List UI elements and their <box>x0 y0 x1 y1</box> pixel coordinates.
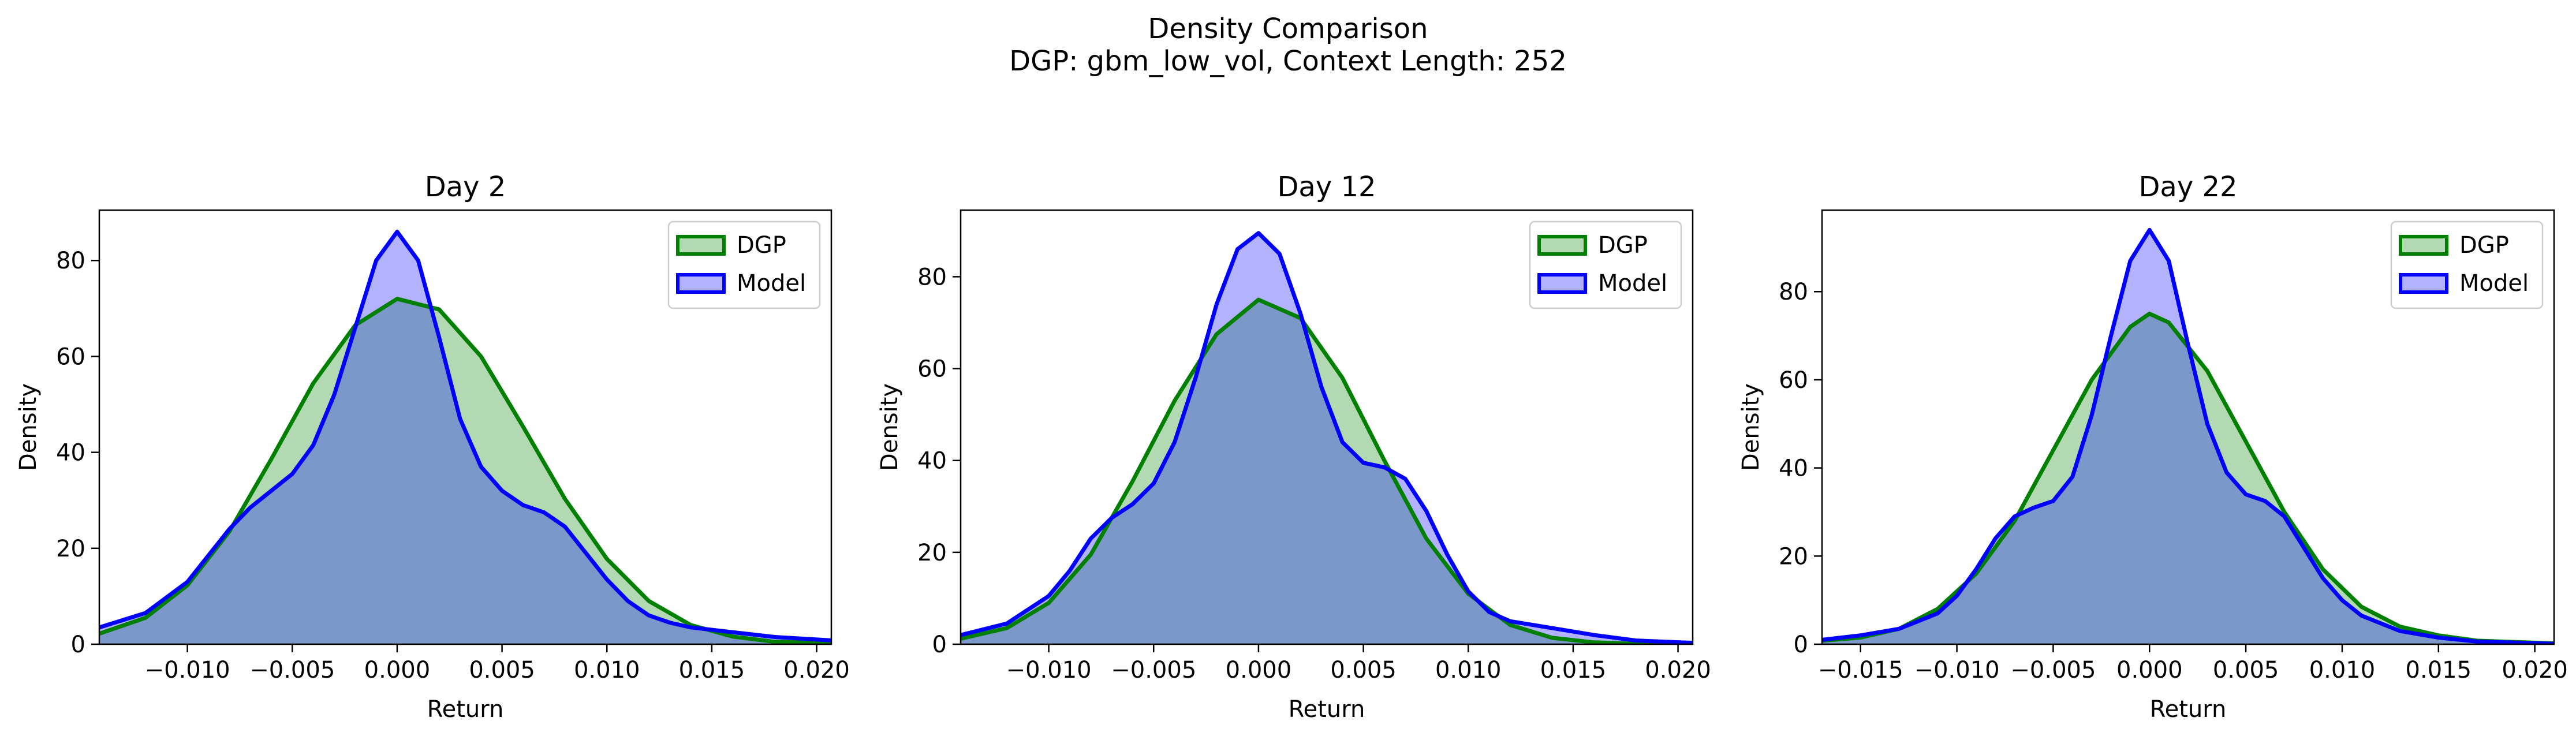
subplot-title: Day 2 <box>425 171 506 203</box>
x-tick-label: 0.010 <box>2309 657 2376 683</box>
legend-label: DGP <box>1598 232 1648 259</box>
subplot-3: −0.015 −0.010 −0.005 0.000 0.005 0.010 0.015 0.… <box>1738 171 2568 723</box>
legend-swatch-dgp <box>676 235 726 256</box>
x-tick-label: 0.010 <box>1435 657 1502 683</box>
legend-swatch-model <box>1537 273 1587 294</box>
dgp-density-fill <box>99 298 831 644</box>
model-density-line <box>1822 227 2554 644</box>
y-tick-label: 40 <box>917 448 947 475</box>
x-tick-label: 0.000 <box>1226 657 1292 683</box>
model-density-fill <box>1822 230 2554 644</box>
legend-label: DGP <box>737 232 786 259</box>
legend-box <box>1529 221 1682 309</box>
dgp-density-line <box>961 297 1693 644</box>
legend-swatch-model <box>676 273 726 294</box>
legend: DGP Model <box>1529 221 1682 309</box>
model-density-fill <box>961 233 1693 644</box>
y-tick-label: 60 <box>1779 367 1808 394</box>
legend-swatch-dgp <box>1537 235 1587 256</box>
x-tick-label: 0.000 <box>2116 657 2183 683</box>
x-tick-label: 0.020 <box>2502 657 2568 683</box>
y-tick-label: 80 <box>56 248 85 274</box>
plot-area <box>99 229 831 644</box>
x-tick-label: −0.005 <box>2010 657 2096 683</box>
legend-label: Model <box>1598 270 1667 297</box>
y-tick-label: 80 <box>917 264 947 290</box>
legend-label: Model <box>737 270 806 297</box>
x-axis-label: Return <box>1289 696 1365 723</box>
y-axis-label: Density <box>1738 383 1764 471</box>
y-axis-label: Density <box>876 383 903 471</box>
axes-frame <box>960 209 1694 645</box>
x-tick-label: −0.005 <box>1111 657 1196 683</box>
x-axis-label: Return <box>2150 696 2227 723</box>
y-tick-label: 20 <box>56 536 85 562</box>
x-tick-label: 0.020 <box>783 657 850 683</box>
x-tick-label: 0.015 <box>2406 657 2472 683</box>
dgp-density-fill <box>961 300 1693 644</box>
legend-label: Model <box>2459 270 2529 297</box>
model-density-line <box>961 231 1693 644</box>
figure-title-line2: DGP: gbm_low_vol, Context Length: 252 <box>1009 45 1567 77</box>
x-tick-label: −0.015 <box>1818 657 1903 683</box>
dgp-density-fill <box>1822 313 2554 644</box>
legend-box <box>2390 221 2544 309</box>
legend-swatch-model <box>2399 273 2448 294</box>
x-tick-label: 0.010 <box>574 657 640 683</box>
axes-frame <box>98 209 832 645</box>
legend-swatch-dgp <box>2399 235 2448 256</box>
y-tick-label: 20 <box>1779 543 1808 570</box>
legend: DGP Model <box>667 221 821 309</box>
x-tick-label: −0.010 <box>1914 657 2000 683</box>
subplot-1: −0.010 −0.005 0.000 0.005 0.010 0.015 0.020 0 20… <box>15 171 850 723</box>
subplot-title: Day 12 <box>1277 171 1376 203</box>
y-tick-label: 20 <box>917 540 947 566</box>
x-tick-label: 0.005 <box>469 657 535 683</box>
y-tick-label: 40 <box>56 440 85 466</box>
figure-title-line1: Density Comparison <box>1148 13 1428 45</box>
y-tick-label: 60 <box>56 343 85 370</box>
y-tick-label: 80 <box>1779 279 1808 305</box>
y-tick-label: 0 <box>1794 632 1808 658</box>
x-tick-label: 0.005 <box>1330 657 1397 683</box>
subplot-panels: −0.010 −0.005 0.000 0.005 0.010 0.015 0.020 0 20… <box>15 171 2568 723</box>
y-axis-label: Density <box>15 383 42 471</box>
model-density-line <box>99 229 831 642</box>
x-tick-label: −0.005 <box>249 657 335 683</box>
plot-area <box>961 231 1693 644</box>
legend: DGP Model <box>2390 221 2544 309</box>
y-tick-label: 60 <box>917 356 947 383</box>
x-tick-label: 0.020 <box>1645 657 1711 683</box>
axes-frame <box>1821 209 2555 645</box>
x-tick-label: −0.010 <box>145 657 230 683</box>
subplot-title: Day 22 <box>2138 171 2237 203</box>
x-tick-label: 0.005 <box>2213 657 2279 683</box>
x-tick-label: −0.010 <box>1006 657 1092 683</box>
y-tick-label: 40 <box>1779 455 1808 482</box>
legend-box <box>667 221 821 309</box>
x-tick-label: 0.000 <box>364 657 431 683</box>
y-tick-label: 0 <box>71 632 85 658</box>
legend-label: DGP <box>2459 232 2509 259</box>
x-axis-label: Return <box>427 696 504 723</box>
subplot-2: −0.010 −0.005 0.000 0.005 0.010 0.015 0.020 0 20… <box>876 171 1711 723</box>
x-tick-label: 0.015 <box>679 657 745 683</box>
x-tick-label: 0.015 <box>1540 657 1607 683</box>
dgp-density-line <box>1822 311 2554 644</box>
model-density-fill <box>99 231 831 644</box>
plot-area <box>1822 227 2554 644</box>
y-tick-label: 0 <box>932 632 947 658</box>
